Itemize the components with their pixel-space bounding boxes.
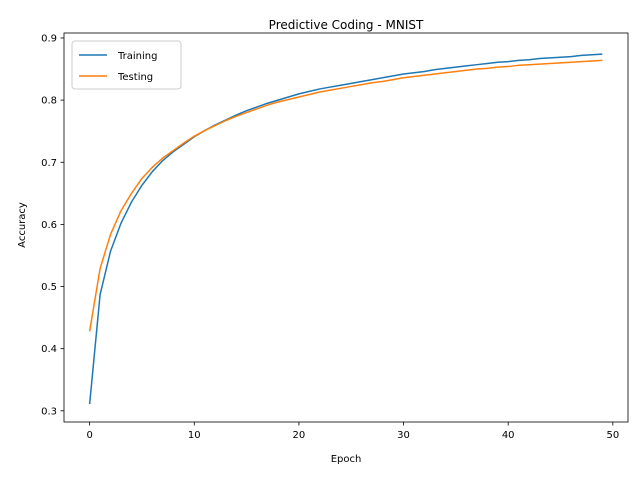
plot-area: 0 10 20 30 40 50 0.3 0.4 0.5 0.6 0.7 0.8 0.9 Training… bbox=[41, 32, 629, 441]
y-tick-label: 0.3 bbox=[41, 406, 57, 417]
x-axis-label: Epoch bbox=[331, 454, 362, 465]
chart-title: Predictive Coding - MNIST bbox=[269, 18, 424, 32]
y-tick-label: 0.5 bbox=[41, 282, 57, 293]
axes-frame bbox=[63, 32, 629, 423]
y-tick-label: 0.7 bbox=[41, 158, 57, 169]
y-tick-label: 0.9 bbox=[41, 33, 57, 44]
series-line-training bbox=[88, 53, 603, 405]
x-tick-label: 10 bbox=[188, 430, 201, 441]
y-tick-label: 0.8 bbox=[41, 96, 57, 107]
x-tick-label: 20 bbox=[293, 430, 306, 441]
x-tick-label: 40 bbox=[502, 430, 515, 441]
y-axis-label: Accuracy bbox=[17, 202, 28, 248]
legend-label-testing: Testing bbox=[117, 72, 153, 83]
legend-box bbox=[71, 40, 182, 90]
x-tick-label: 30 bbox=[397, 430, 410, 441]
y-tick-label: 0.4 bbox=[41, 344, 57, 355]
x-tick-label: 50 bbox=[606, 430, 619, 441]
legend-label-training: Training bbox=[117, 51, 157, 62]
y-tick-label: 0.6 bbox=[41, 220, 57, 231]
series-line-testing bbox=[88, 59, 603, 332]
x-tick-label: 0 bbox=[86, 430, 92, 441]
